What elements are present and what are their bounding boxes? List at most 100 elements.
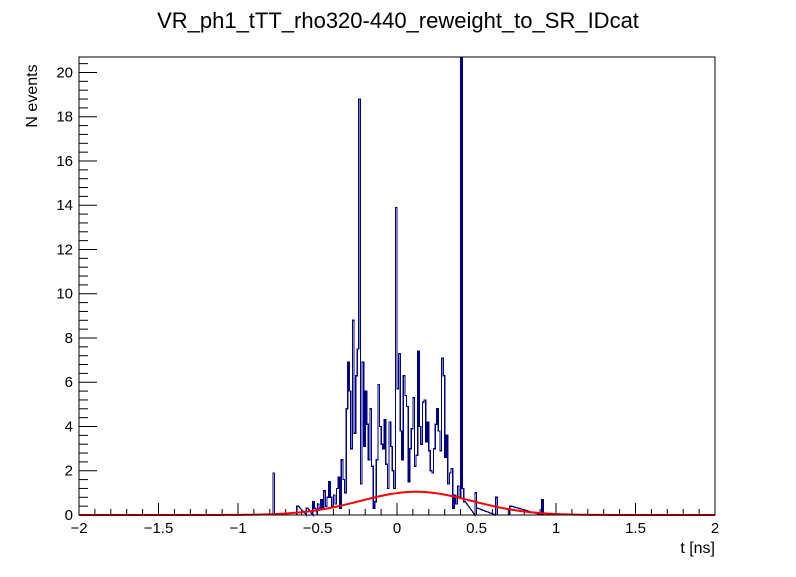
histogram-bin bbox=[314, 508, 316, 515]
histogram-bin bbox=[456, 504, 458, 515]
histogram-bin bbox=[330, 497, 332, 515]
histogram-bin bbox=[462, 488, 464, 515]
histogram-bin bbox=[457, 486, 459, 515]
histogram-bin bbox=[451, 469, 453, 515]
histogram-bin bbox=[402, 460, 404, 515]
x-tick-label: 0 bbox=[393, 520, 401, 537]
histogram-bin bbox=[421, 444, 423, 515]
histogram-bin bbox=[389, 422, 391, 515]
y-tick-label: 8 bbox=[65, 330, 73, 347]
x-tick-label: −2 bbox=[70, 520, 87, 537]
histogram-bin bbox=[341, 460, 343, 515]
histogram-bin bbox=[416, 455, 418, 515]
histogram-bin bbox=[464, 502, 466, 515]
y-axis-label: N events bbox=[24, 64, 41, 127]
histogram-bin bbox=[352, 320, 354, 515]
histogram-bin bbox=[407, 407, 409, 515]
histogram-bin bbox=[426, 442, 428, 515]
y-tick-label: 20 bbox=[56, 64, 73, 81]
histogram-bin bbox=[419, 426, 421, 515]
histogram-bin bbox=[381, 444, 383, 515]
histogram-bin bbox=[475, 493, 477, 515]
histogram-bin bbox=[405, 396, 407, 515]
histogram-bin bbox=[297, 506, 299, 515]
histogram-bin bbox=[454, 495, 456, 515]
histogram-bin bbox=[445, 457, 447, 515]
histogram-bin bbox=[387, 488, 389, 515]
histogram-bin bbox=[384, 420, 386, 515]
histogram-bin bbox=[372, 466, 374, 515]
y-tick-label: 0 bbox=[65, 507, 73, 524]
histogram-bin bbox=[327, 497, 329, 515]
histogram-bin bbox=[333, 495, 335, 515]
histogram-bin bbox=[410, 449, 412, 515]
chart-title: VR_ph1_tTT_rho320-440_reweight_to_SR_IDc… bbox=[157, 8, 639, 33]
histogram-bin bbox=[429, 451, 431, 515]
histogram-bin bbox=[448, 484, 450, 515]
histogram-bin bbox=[335, 504, 337, 515]
histogram-bin bbox=[340, 508, 342, 515]
histogram-bin bbox=[357, 349, 359, 515]
histogram-bin bbox=[440, 451, 442, 515]
histogram-bin bbox=[446, 435, 448, 515]
histogram-bin bbox=[461, 57, 463, 515]
histogram-bin bbox=[422, 402, 424, 515]
histogram-bin bbox=[356, 376, 358, 515]
x-tick-label: 2 bbox=[711, 520, 719, 537]
histogram-bin bbox=[349, 391, 351, 515]
histogram-bin bbox=[442, 358, 444, 515]
histogram-bin bbox=[413, 398, 415, 515]
y-tick-label: 2 bbox=[65, 463, 73, 480]
histogram-bin bbox=[346, 409, 348, 515]
x-tick-label: 1.5 bbox=[625, 520, 646, 537]
histogram-bin bbox=[380, 426, 382, 515]
histogram-bin bbox=[399, 353, 401, 515]
histogram-bin bbox=[397, 389, 399, 515]
histogram-bin bbox=[368, 460, 370, 515]
histogram-bin bbox=[364, 446, 366, 515]
x-tick-label: −0.5 bbox=[303, 520, 333, 537]
y-tick-label: 18 bbox=[56, 109, 73, 126]
histogram-bin bbox=[391, 446, 393, 515]
histogram-bin bbox=[411, 429, 413, 515]
histogram-bin bbox=[408, 482, 410, 515]
histogram-bin bbox=[434, 449, 436, 515]
histogram-bin bbox=[321, 500, 323, 515]
x-tick-label: −1 bbox=[229, 520, 246, 537]
x-tick-label: 0.5 bbox=[466, 520, 487, 537]
histogram-bin bbox=[376, 460, 378, 515]
histogram-bin bbox=[273, 473, 275, 515]
histogram-bin bbox=[324, 491, 326, 515]
histogram-bin bbox=[365, 391, 367, 515]
histogram-bin bbox=[362, 362, 364, 515]
histogram-bin bbox=[313, 502, 315, 515]
histogram-bin bbox=[449, 473, 451, 515]
histogram-bin bbox=[427, 422, 429, 515]
histogram-bin bbox=[343, 480, 345, 515]
histogram-bin bbox=[437, 409, 439, 515]
histogram-bin bbox=[386, 464, 388, 515]
histogram-bin bbox=[400, 431, 402, 515]
histogram-bin bbox=[395, 207, 397, 515]
histogram-bin bbox=[435, 424, 437, 515]
histogram-bin bbox=[338, 477, 340, 515]
histogram-bin bbox=[424, 400, 426, 515]
histogram-bin bbox=[325, 506, 327, 515]
x-axis-label: t [ns] bbox=[680, 540, 715, 557]
y-tick-label: 10 bbox=[56, 286, 73, 303]
histogram-bin bbox=[477, 508, 479, 515]
histogram-bin bbox=[418, 351, 420, 515]
histogram-bin bbox=[403, 376, 405, 515]
histogram-bin bbox=[348, 362, 350, 515]
histogram-bin bbox=[373, 508, 375, 515]
histogram-bin bbox=[459, 497, 461, 515]
histogram-bin bbox=[351, 449, 353, 515]
histogram-bin bbox=[432, 473, 434, 515]
histogram-bin bbox=[360, 484, 362, 515]
histogram-bin bbox=[375, 502, 377, 515]
y-tick-label: 6 bbox=[65, 374, 73, 391]
x-tick-label: 1 bbox=[552, 520, 560, 537]
histogram-bin bbox=[337, 488, 339, 515]
